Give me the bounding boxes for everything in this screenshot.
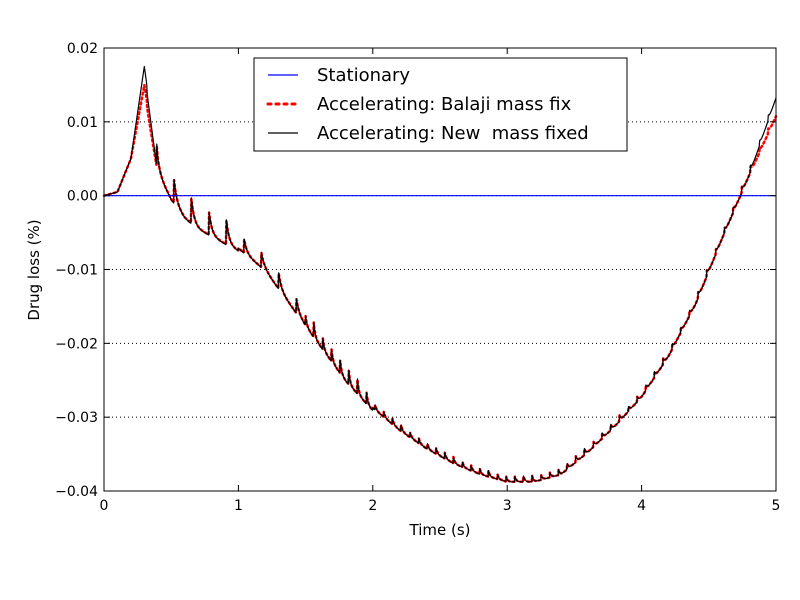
legend-box [253, 57, 628, 152]
y-tick-label: −0.02 [55, 336, 98, 352]
y-tick-label: −0.03 [55, 410, 98, 426]
x-tick-label: 3 [503, 498, 512, 514]
x-tick-label: 5 [772, 498, 781, 514]
x-axis-title: Time (s) [409, 521, 471, 539]
series-line-new-mass-fixed [103, 65, 777, 483]
y-tick-label: 0.01 [67, 115, 98, 131]
series-lines [102, 65, 778, 484]
y-tick-label: 0.02 [67, 41, 98, 57]
legend-label-balaji: Accelerating: Balaji mass fix [317, 94, 572, 115]
legend: Stationary Accelerating: Balaji mass fix… [253, 57, 628, 152]
y-tick-label: 0.00 [67, 189, 98, 205]
x-tick-label: 1 [234, 498, 243, 514]
tick-labels: 0.02 0.01 0.00 −0.01 −0.02 −0.03 −0.040 1 2 3 4 5 [55, 41, 780, 514]
axis-ticks [103, 47, 777, 492]
y-tick-label: −0.01 [55, 263, 98, 279]
legend-label-stationary: Stationary [317, 65, 410, 86]
x-tick-label: 0 [100, 498, 109, 514]
legend-label-new-mass: Accelerating: New mass fixed [317, 123, 589, 144]
y-axis-title: Drug loss (%) [25, 219, 43, 320]
x-tick-label: 2 [368, 498, 377, 514]
x-tick-label: 4 [637, 498, 646, 514]
y-tick-label: −0.04 [55, 484, 98, 500]
